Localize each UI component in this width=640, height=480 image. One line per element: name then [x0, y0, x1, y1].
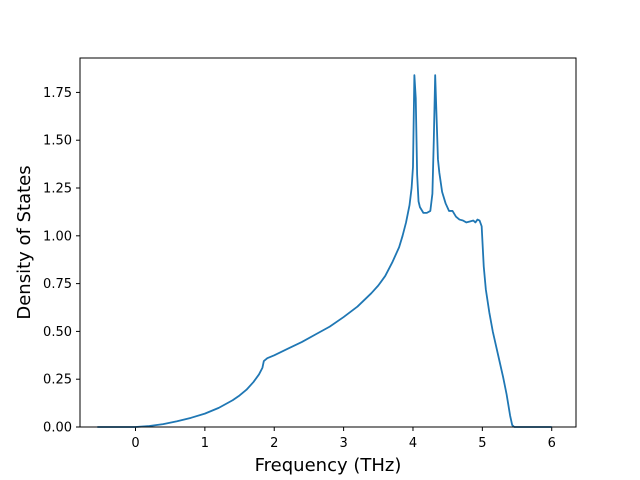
plot-frame — [79, 57, 577, 428]
x-tick-label: 1 — [201, 436, 209, 451]
y-tick-label: 1.25 — [43, 182, 72, 197]
y-tick-label: 1.75 — [43, 86, 72, 101]
x-tick-label: 0 — [131, 436, 139, 451]
y-tick-label: 0.25 — [43, 373, 72, 388]
series-layer — [97, 74, 552, 428]
y-tick-label: 0.00 — [43, 421, 72, 436]
dos-line — [97, 74, 552, 428]
x-tick-label: 5 — [478, 436, 486, 451]
x-tick-label: 2 — [270, 436, 278, 451]
x-axis-label: Frequency (THz) — [255, 455, 402, 476]
ticks-layer: 0 1 2 3 4 5 6 0.00 0.25 0.50 0.75 1.00 1.25 1.50 1.75 — [43, 86, 556, 451]
x-tick-label: 6 — [548, 436, 556, 451]
x-tick-label: 4 — [409, 436, 417, 451]
y-tick-label: 1.50 — [43, 134, 72, 149]
y-tick-label: 0.50 — [43, 325, 72, 340]
y-tick-label: 1.00 — [43, 229, 72, 244]
y-axis-label: Density of States — [14, 165, 35, 319]
x-tick-label: 3 — [339, 436, 347, 451]
y-tick-label: 0.75 — [43, 277, 72, 292]
